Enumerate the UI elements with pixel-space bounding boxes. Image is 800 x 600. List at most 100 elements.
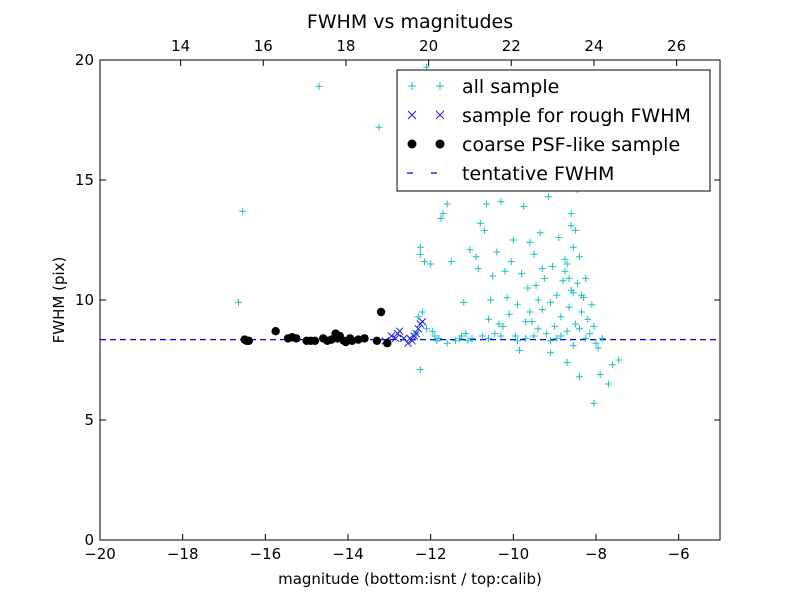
all-sample-point xyxy=(423,325,431,333)
all-sample-point xyxy=(571,226,579,234)
psf-like-point xyxy=(271,327,280,336)
all-sample-point xyxy=(495,320,503,328)
all-sample-point xyxy=(464,337,472,345)
all-sample-point xyxy=(542,330,550,338)
x-tick-label: −6 xyxy=(668,545,690,563)
x-tick-label: −12 xyxy=(415,545,447,563)
legend-label-rough-fwhm: sample for rough FWHM xyxy=(462,105,691,127)
all-sample-point xyxy=(511,332,519,340)
all-sample-point xyxy=(509,236,517,244)
all-sample-point xyxy=(478,332,486,340)
legend-box xyxy=(396,69,711,192)
all-sample-point xyxy=(582,274,590,282)
all-sample-point xyxy=(443,339,451,347)
all-sample-point xyxy=(615,356,623,364)
all-sample-point xyxy=(427,260,435,268)
legend: all sample sample for rough FWHM coarse … xyxy=(396,69,711,192)
plot-area xyxy=(100,63,720,407)
all-sample-point xyxy=(528,318,536,326)
all-sample-point xyxy=(526,238,534,246)
psf-like-point xyxy=(372,336,382,345)
all-sample-point xyxy=(499,322,507,330)
all-sample-point xyxy=(573,279,581,287)
all-sample-point xyxy=(375,123,383,131)
top-x-tick-label: 24 xyxy=(584,37,603,55)
all-sample-point xyxy=(491,330,499,338)
all-sample-point xyxy=(559,277,567,285)
top-x-tick-label: 26 xyxy=(667,37,686,55)
all-sample-point xyxy=(522,334,530,342)
all-sample-point xyxy=(563,358,571,366)
all-sample-point xyxy=(584,315,592,323)
x-tick-label: −18 xyxy=(167,545,199,563)
rough-fwhm-point xyxy=(387,332,396,340)
all-sample-point xyxy=(575,373,583,381)
legend-marker-rough-fwhm xyxy=(407,110,417,120)
all-sample-point xyxy=(487,296,495,304)
all-sample-point xyxy=(513,301,521,309)
y-tick-label: 5 xyxy=(84,411,94,429)
all-sample-point xyxy=(569,342,577,350)
all-sample-point xyxy=(592,339,600,347)
all-sample-point xyxy=(557,332,565,340)
all-sample-point xyxy=(575,253,583,261)
all-sample-point xyxy=(551,322,559,330)
all-sample-point xyxy=(234,298,242,306)
psf-like-point xyxy=(310,336,320,345)
all-sample-point xyxy=(588,301,596,309)
all-sample-point xyxy=(482,200,490,208)
all-sample-point xyxy=(569,243,577,251)
all-sample-point xyxy=(590,322,598,330)
all-sample-point xyxy=(578,291,586,299)
all-sample-point xyxy=(532,282,540,290)
all-sample-point xyxy=(561,255,569,263)
all-sample-point xyxy=(563,260,571,268)
all-sample-point xyxy=(505,310,513,318)
rough-fwhm-point xyxy=(414,324,423,333)
all-sample-point xyxy=(609,361,617,369)
legend-label-psf-like: coarse PSF-like sample xyxy=(462,134,680,156)
all-sample-point xyxy=(431,332,439,340)
all-sample-point xyxy=(538,265,546,273)
all-sample-point xyxy=(547,337,555,345)
all-sample-point xyxy=(534,296,542,304)
all-sample-point xyxy=(462,330,470,338)
rough-fwhm-point xyxy=(418,317,427,326)
y-tick-label: 15 xyxy=(75,171,94,189)
all-sample-point xyxy=(489,272,497,280)
all-sample-point xyxy=(604,380,612,388)
all-sample-point xyxy=(503,294,511,302)
all-sample-point xyxy=(565,274,573,282)
all-sample-point xyxy=(526,308,534,316)
all-sample-point xyxy=(565,303,573,311)
rough-fwhm-point xyxy=(406,334,414,343)
all-sample-point xyxy=(569,289,577,297)
x-axis-label: magnitude (bottom:isnt / top:calib) xyxy=(278,570,542,588)
all-sample-point xyxy=(530,250,538,258)
all-sample-point xyxy=(561,267,569,275)
all-sample-point xyxy=(547,349,555,357)
all-sample-point xyxy=(437,214,445,222)
all-sample-point xyxy=(433,337,441,345)
top-x-tick-label: 14 xyxy=(171,37,190,55)
all-sample-point xyxy=(563,327,571,335)
all-sample-point xyxy=(549,262,557,270)
all-sample-point xyxy=(590,399,598,407)
y-tick-label: 0 xyxy=(84,531,94,549)
y-axis-label: FWHM (pix) xyxy=(50,257,68,344)
all-sample-point xyxy=(534,325,542,333)
all-sample-point xyxy=(567,222,575,230)
chart-title: FWHM vs magnitudes xyxy=(307,11,513,33)
top-x-tick-label: 22 xyxy=(502,37,521,55)
rough-fwhm-point xyxy=(404,339,412,348)
rough-fwhm-point xyxy=(412,329,421,338)
x-tick-label: −8 xyxy=(585,545,607,563)
all-sample-point xyxy=(416,366,424,374)
legend-marker-psf-like xyxy=(435,139,445,149)
all-sample-point xyxy=(544,193,552,201)
all-sample-point xyxy=(555,234,563,242)
legend-marker-all-sample xyxy=(408,82,416,90)
all-sample-point xyxy=(530,332,538,340)
all-sample-point xyxy=(420,258,428,266)
